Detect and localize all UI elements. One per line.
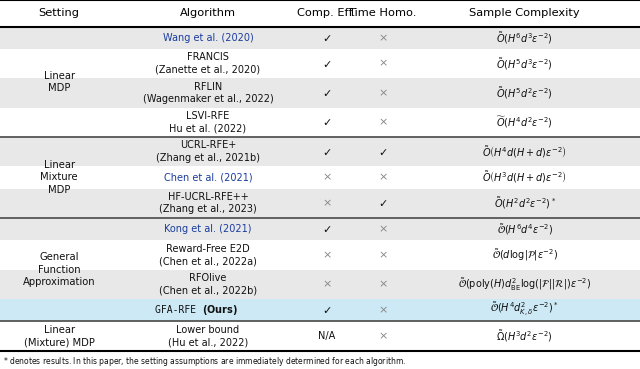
Text: $\times$: $\times$ <box>378 172 387 183</box>
Text: $\times$: $\times$ <box>321 279 332 289</box>
Bar <box>0 189 640 218</box>
Text: $\tilde{O}\left(H^6d^3\epsilon^{-2}\right)$: $\tilde{O}\left(H^6d^3\epsilon^{-2}\righ… <box>497 30 553 46</box>
Text: Lower bound
(Hu et al., 2022): Lower bound (Hu et al., 2022) <box>168 325 248 347</box>
Text: Chen et al. (2021): Chen et al. (2021) <box>164 172 252 182</box>
Text: $\tilde{\Omega}(H^3d^2\epsilon^{-2})$: $\tilde{\Omega}(H^3d^2\epsilon^{-2})$ <box>497 328 553 344</box>
Text: $\mathbf{(Ours)}$: $\mathbf{(Ours)}$ <box>202 303 237 317</box>
Text: $\checkmark$: $\checkmark$ <box>322 33 331 43</box>
Text: $\tilde{\mathcal{O}}(H^4d^2_{K,\delta}\epsilon^{-2})^*$: $\tilde{\mathcal{O}}(H^4d^2_{K,\delta}\e… <box>490 301 559 319</box>
Bar <box>0 218 640 240</box>
Text: $\checkmark$: $\checkmark$ <box>322 305 331 315</box>
Text: $*$ denotes results. In this paper, the setting assumptions are immediately dete: $*$ denotes results. In this paper, the … <box>3 355 406 368</box>
Text: Kong et al. (2021): Kong et al. (2021) <box>164 224 252 234</box>
Text: $\tilde{O}\left(H^3d(H+d)\epsilon^{-2}\right)$: $\tilde{O}\left(H^3d(H+d)\epsilon^{-2}\r… <box>483 169 567 185</box>
Text: $\checkmark$: $\checkmark$ <box>378 198 387 208</box>
Text: FRANCIS
(Zanette et al., 2020): FRANCIS (Zanette et al., 2020) <box>156 52 260 75</box>
Text: Linear
(Mixture) MDP: Linear (Mixture) MDP <box>24 325 95 347</box>
Bar <box>0 137 640 166</box>
Text: N/A: N/A <box>318 331 335 341</box>
Bar <box>0 269 640 299</box>
Text: $\times$: $\times$ <box>378 117 387 127</box>
Text: $\tilde{\mathcal{O}}(d\log|\mathcal{P}|\epsilon^{-2})$: $\tilde{\mathcal{O}}(d\log|\mathcal{P}|\… <box>492 247 558 263</box>
Text: UCRL-RFE+
(Zhang et al., 2021b): UCRL-RFE+ (Zhang et al., 2021b) <box>156 140 260 163</box>
Text: $\times$: $\times$ <box>378 58 387 69</box>
Bar <box>0 49 640 78</box>
Text: Setting: Setting <box>38 8 80 18</box>
Bar <box>0 166 640 189</box>
Text: HF-UCRL-RFE++
(Zhang et al., 2023): HF-UCRL-RFE++ (Zhang et al., 2023) <box>159 192 257 214</box>
Text: $\times$: $\times$ <box>378 250 387 260</box>
Text: Time Homo.: Time Homo. <box>348 8 417 18</box>
Text: $\widetilde{O}(H^4d^2\epsilon^{-2})$: $\widetilde{O}(H^4d^2\epsilon^{-2})$ <box>497 114 553 130</box>
Text: LSVI-RFE
Hu et al. (2022): LSVI-RFE Hu et al. (2022) <box>170 111 246 134</box>
Text: Algorithm: Algorithm <box>180 8 236 18</box>
Text: $\tilde{O}\left(H^5d^2\epsilon^{-2}\right)$: $\tilde{O}\left(H^5d^2\epsilon^{-2}\righ… <box>497 85 553 101</box>
Text: Linear
Mixture
MDP: Linear Mixture MDP <box>40 160 78 195</box>
Text: $\checkmark$: $\checkmark$ <box>322 146 331 156</box>
Text: $\tilde{O}(H^2d^2\epsilon^{-2})^*$: $\tilde{O}(H^2d^2\epsilon^{-2})^*$ <box>493 195 556 211</box>
Text: RFOlive
(Chen et al., 2022b): RFOlive (Chen et al., 2022b) <box>159 273 257 296</box>
Text: General
Function
Approximation: General Function Approximation <box>23 252 95 287</box>
Bar <box>0 299 640 321</box>
Text: $\tilde{\mathcal{O}}(H^6d^4\epsilon^{-2})$: $\tilde{\mathcal{O}}(H^6d^4\epsilon^{-2}… <box>497 221 553 237</box>
Text: $\times$: $\times$ <box>378 88 387 98</box>
Text: RFLIN
(Wagenmaker et al., 2022): RFLIN (Wagenmaker et al., 2022) <box>143 82 273 104</box>
Text: $\checkmark$: $\checkmark$ <box>322 117 331 127</box>
Text: $\times$: $\times$ <box>321 172 332 183</box>
Bar <box>0 0 640 27</box>
Text: $\times$: $\times$ <box>321 198 332 208</box>
Bar <box>0 321 640 351</box>
Text: Comp. Eff.: Comp. Eff. <box>297 8 356 18</box>
Text: Linear
MDP: Linear MDP <box>44 70 75 93</box>
Text: $\times$: $\times$ <box>378 224 387 234</box>
Text: $\tilde{\mathcal{O}}(\mathrm{poly}(H)d^2_{\mathrm{BE}}\log(|\mathcal{F}||\mathca: $\tilde{\mathcal{O}}(\mathrm{poly}(H)d^2… <box>458 276 591 293</box>
Text: $\times$: $\times$ <box>378 32 387 43</box>
Text: GFA-RFE: GFA-RFE <box>155 305 202 315</box>
Text: $\times$: $\times$ <box>378 279 387 289</box>
Text: $\times$: $\times$ <box>378 305 387 315</box>
Text: $\tilde{O}\left(H^5d^3\epsilon^{-2}\right)$: $\tilde{O}\left(H^5d^3\epsilon^{-2}\righ… <box>497 56 553 72</box>
Text: $\times$: $\times$ <box>378 331 387 341</box>
Text: Wang et al. (2020): Wang et al. (2020) <box>163 33 253 43</box>
Text: $\tilde{O}\left(H^4d(H+d)\epsilon^{-2}\right)$: $\tilde{O}\left(H^4d(H+d)\epsilon^{-2}\r… <box>483 144 567 159</box>
Text: Reward-Free E2D
(Chen et al., 2022a): Reward-Free E2D (Chen et al., 2022a) <box>159 244 257 266</box>
Text: $\checkmark$: $\checkmark$ <box>322 224 331 234</box>
Text: $\checkmark$: $\checkmark$ <box>378 146 387 156</box>
Bar <box>0 27 640 49</box>
Text: $\checkmark$: $\checkmark$ <box>322 59 331 69</box>
Bar <box>0 78 640 108</box>
Bar <box>0 107 640 137</box>
Bar <box>0 240 640 269</box>
Text: $\times$: $\times$ <box>321 250 332 260</box>
Text: $\checkmark$: $\checkmark$ <box>322 88 331 98</box>
Text: Sample Complexity: Sample Complexity <box>470 8 580 18</box>
